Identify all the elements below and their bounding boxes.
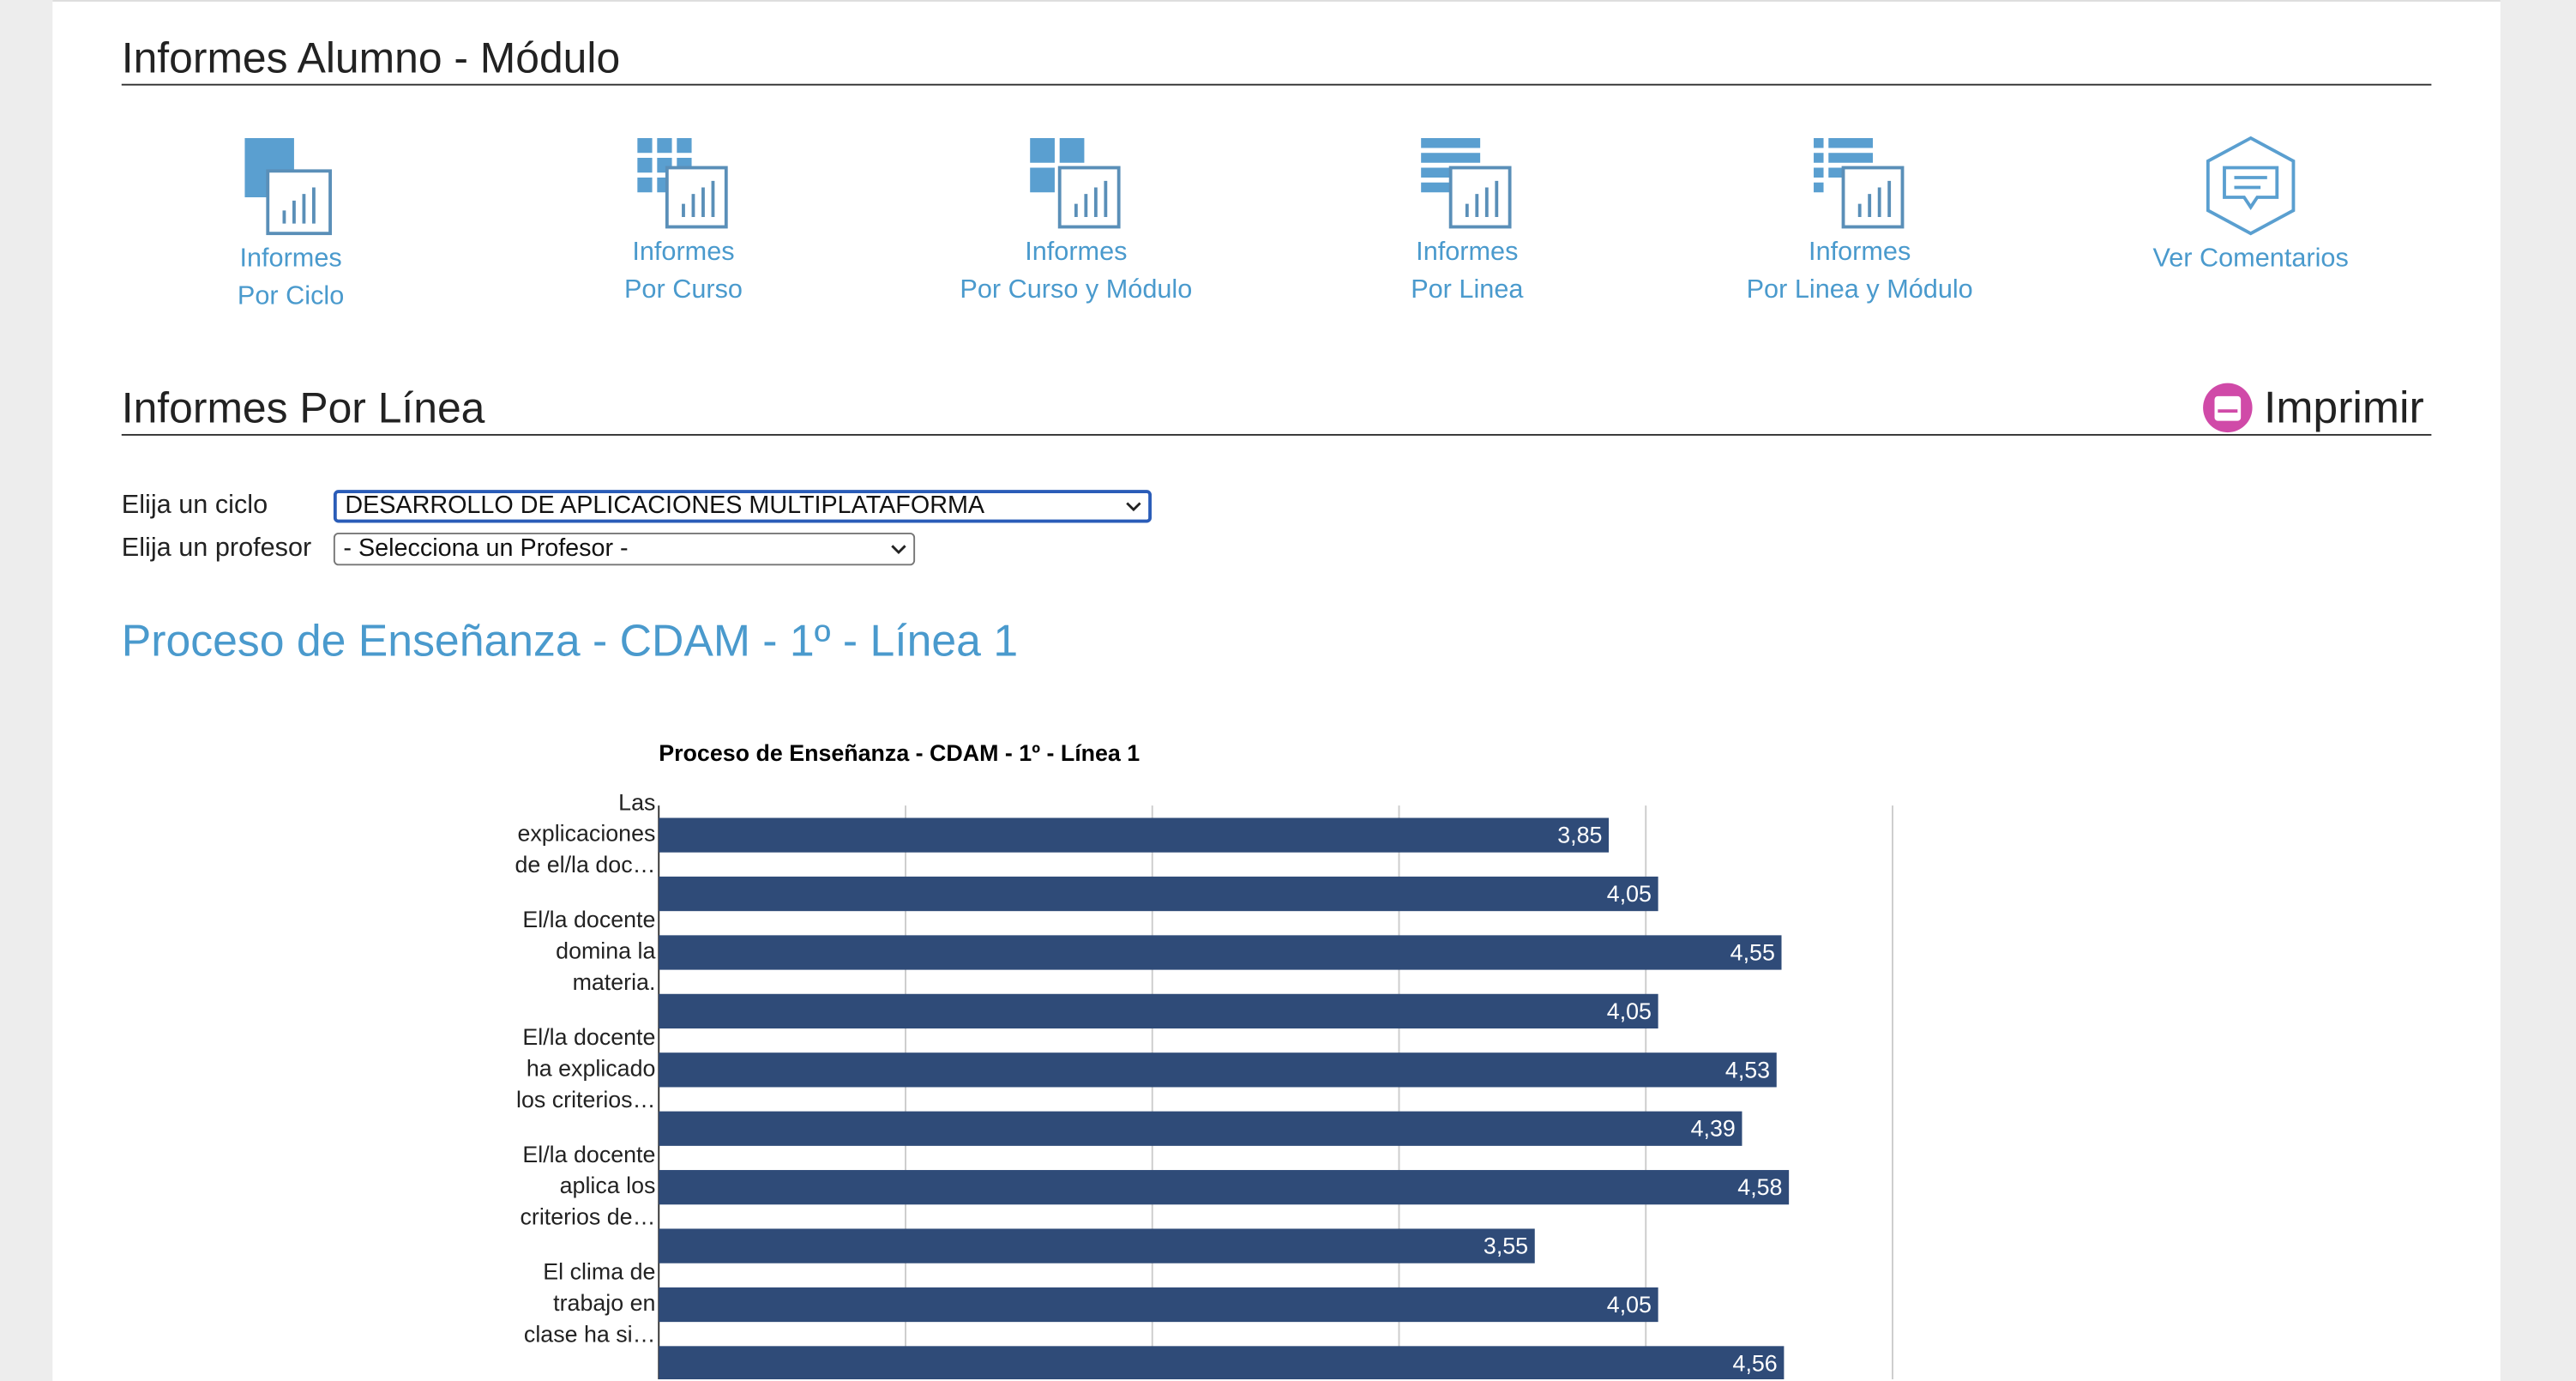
heading: Informes Alumno - Módulo	[121, 33, 621, 82]
y-tick-label: explicaciones	[517, 821, 655, 847]
nav-line: Por Ciclo	[237, 282, 345, 311]
y-tick-label: domina la	[556, 938, 655, 964]
icon	[637, 137, 728, 229]
select-value: DESARROLLO DE APLICACIONES MULTIPLATAFOR…	[345, 491, 985, 520]
data-label: 4,58	[1737, 1174, 1782, 1200]
y-tick-label: materia.	[573, 969, 656, 995]
icon	[1421, 137, 1512, 229]
section-title: Informes Por Línea	[121, 383, 485, 433]
nav-item[interactable]: Informes Por Linea y Módulo	[1695, 135, 2024, 309]
data-label: 4,05	[1607, 881, 1652, 907]
y-tick-label: aplica los	[560, 1173, 656, 1198]
print-button[interactable]: Imprimir	[2263, 383, 2424, 433]
y-tick-label: de el/la doc…	[515, 852, 655, 877]
y-tick-label: El/la docente	[522, 1142, 655, 1167]
nav-line: Informes	[1025, 238, 1128, 267]
bar	[659, 1111, 1742, 1146]
nav-line: Informes	[1809, 238, 1911, 267]
nav-item[interactable]: Informes Por Ciclo	[127, 135, 455, 316]
data-label: 3,55	[1484, 1233, 1528, 1259]
bar	[659, 1170, 1790, 1205]
bar	[659, 817, 1610, 853]
nav-line: Por Linea	[1411, 275, 1524, 305]
y-tick-label: criterios de…	[520, 1204, 655, 1230]
nav-item[interactable]: Informes Por Curso	[519, 135, 847, 309]
icon	[1030, 137, 1121, 229]
y-tick-label: Las	[618, 789, 655, 815]
icon	[1814, 137, 1905, 229]
y-tick-label: El clima de	[543, 1259, 655, 1285]
bar	[659, 876, 1658, 912]
data-label: 4,39	[1691, 1116, 1736, 1142]
chart-title: Proceso de Enseñanza - CDAM - 1º - Línea…	[659, 740, 1140, 766]
bar	[659, 1052, 1777, 1088]
nav-line: Por Curso y Módulo	[960, 275, 1193, 305]
field-label: Elija un profesor	[121, 534, 312, 563]
nav-line: Ver Comentarios	[2152, 244, 2349, 274]
nav-line: Informes	[239, 244, 342, 274]
nav-item[interactable]: Informes Por Linea	[1303, 135, 1631, 309]
heading-rule	[121, 83, 2432, 86]
bar	[659, 993, 1658, 1029]
y-tick-label: los criterios…	[516, 1087, 655, 1113]
print-icon[interactable]	[2201, 382, 2254, 434]
y-tick-label: El/la docente	[522, 1024, 655, 1050]
icon	[244, 137, 332, 236]
nav-line: Informes	[632, 238, 735, 267]
bar	[659, 935, 1782, 970]
select[interactable]: DESARROLLO DE APLICACIONES MULTIPLATAFOR…	[333, 490, 1152, 523]
data-label: 4,56	[1733, 1350, 1778, 1376]
report-title: Proceso de Enseñanza - CDAM - 1º - Línea…	[121, 616, 1019, 666]
bar	[659, 1287, 1658, 1323]
nav-item[interactable]: Ver Comentarios	[2086, 135, 2415, 278]
y-tick-label: clase ha si…	[524, 1322, 655, 1348]
chevron	[1126, 502, 1141, 512]
select[interactable]: - Selecciona un Profesor -	[333, 532, 916, 566]
data-label: 4,05	[1607, 1292, 1652, 1318]
data-label: 4,55	[1730, 939, 1775, 965]
y-tick-label: trabajo en	[553, 1290, 655, 1316]
select-value: - Selecciona un Profesor -	[343, 534, 629, 563]
data-label: 4,05	[1607, 998, 1652, 1024]
field-label: Elija un ciclo	[121, 491, 268, 520]
icon	[2206, 136, 2296, 236]
nav-item[interactable]: Informes Por Curso y Módulo	[912, 135, 1240, 309]
panel	[52, 0, 2501, 1381]
nav-line: Por Linea y Módulo	[1746, 275, 1973, 305]
section-rule	[121, 433, 2432, 436]
bar	[659, 1346, 1785, 1380]
data-label: 3,85	[1557, 823, 1602, 848]
data-label: 4,53	[1725, 1057, 1770, 1082]
nav-line: Informes	[1416, 238, 1519, 267]
y-tick-label: El/la docente	[522, 907, 655, 932]
chevron	[891, 545, 906, 555]
bar	[659, 1228, 1535, 1263]
nav-line: Por Curso	[623, 275, 743, 305]
y-tick-label: ha explicado	[527, 1055, 656, 1081]
